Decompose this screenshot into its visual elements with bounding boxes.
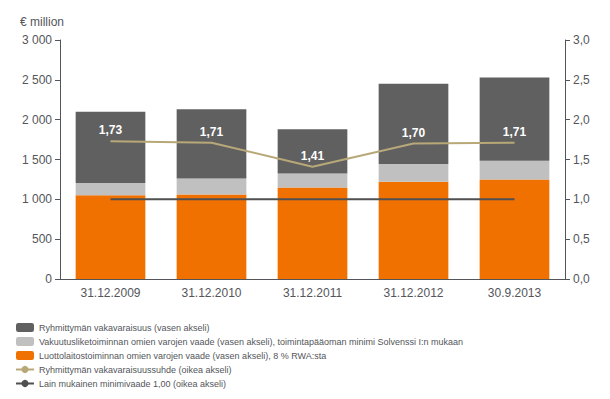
svg-text:Vakuutusliketoiminnan omien va: Vakuutusliketoiminnan omien varojen vaad… bbox=[39, 337, 463, 347]
svg-text:2 500: 2 500 bbox=[22, 73, 52, 87]
svg-text:Ryhmittymän vakavaraisuussuhde: Ryhmittymän vakavaraisuussuhde (oikea ak… bbox=[39, 365, 232, 375]
svg-text:Luottolaitostoiminnan omien va: Luottolaitostoiminnan omien varojen vaad… bbox=[39, 351, 326, 361]
svg-text:1 000: 1 000 bbox=[22, 192, 52, 206]
svg-text:1,0: 1,0 bbox=[573, 192, 590, 206]
svg-text:1,41: 1,41 bbox=[301, 149, 325, 163]
svg-text:500: 500 bbox=[32, 232, 52, 246]
svg-text:€ million: € million bbox=[20, 15, 64, 29]
svg-text:1,70: 1,70 bbox=[402, 126, 426, 140]
svg-text:3 000: 3 000 bbox=[22, 33, 52, 47]
svg-text:30.9.2013: 30.9.2013 bbox=[488, 286, 542, 300]
svg-text:3,0: 3,0 bbox=[573, 33, 590, 47]
svg-text:1 500: 1 500 bbox=[22, 153, 52, 167]
svg-text:Lain mukainen minimivaade 1,00: Lain mukainen minimivaade 1,00 (oikea ak… bbox=[39, 379, 226, 389]
svg-text:1,5: 1,5 bbox=[573, 153, 590, 167]
svg-text:0,0: 0,0 bbox=[573, 272, 590, 286]
svg-text:Ryhmittymän vakavaraisuus (vas: Ryhmittymän vakavaraisuus (vasen akseli) bbox=[39, 323, 210, 333]
svg-text:0: 0 bbox=[45, 272, 52, 286]
svg-text:31.12.2010: 31.12.2010 bbox=[181, 286, 241, 300]
svg-text:31.12.2012: 31.12.2012 bbox=[383, 286, 443, 300]
svg-text:31.12.2011: 31.12.2011 bbox=[283, 286, 342, 300]
svg-text:1,73: 1,73 bbox=[99, 123, 123, 137]
svg-text:1,71: 1,71 bbox=[200, 125, 224, 139]
svg-text:31.12.2009: 31.12.2009 bbox=[80, 286, 140, 300]
svg-text:2,5: 2,5 bbox=[573, 73, 590, 87]
svg-text:2 000: 2 000 bbox=[22, 113, 52, 127]
svg-text:2,0: 2,0 bbox=[573, 113, 590, 127]
svg-text:0,5: 0,5 bbox=[573, 232, 590, 246]
svg-text:1,71: 1,71 bbox=[503, 125, 527, 139]
